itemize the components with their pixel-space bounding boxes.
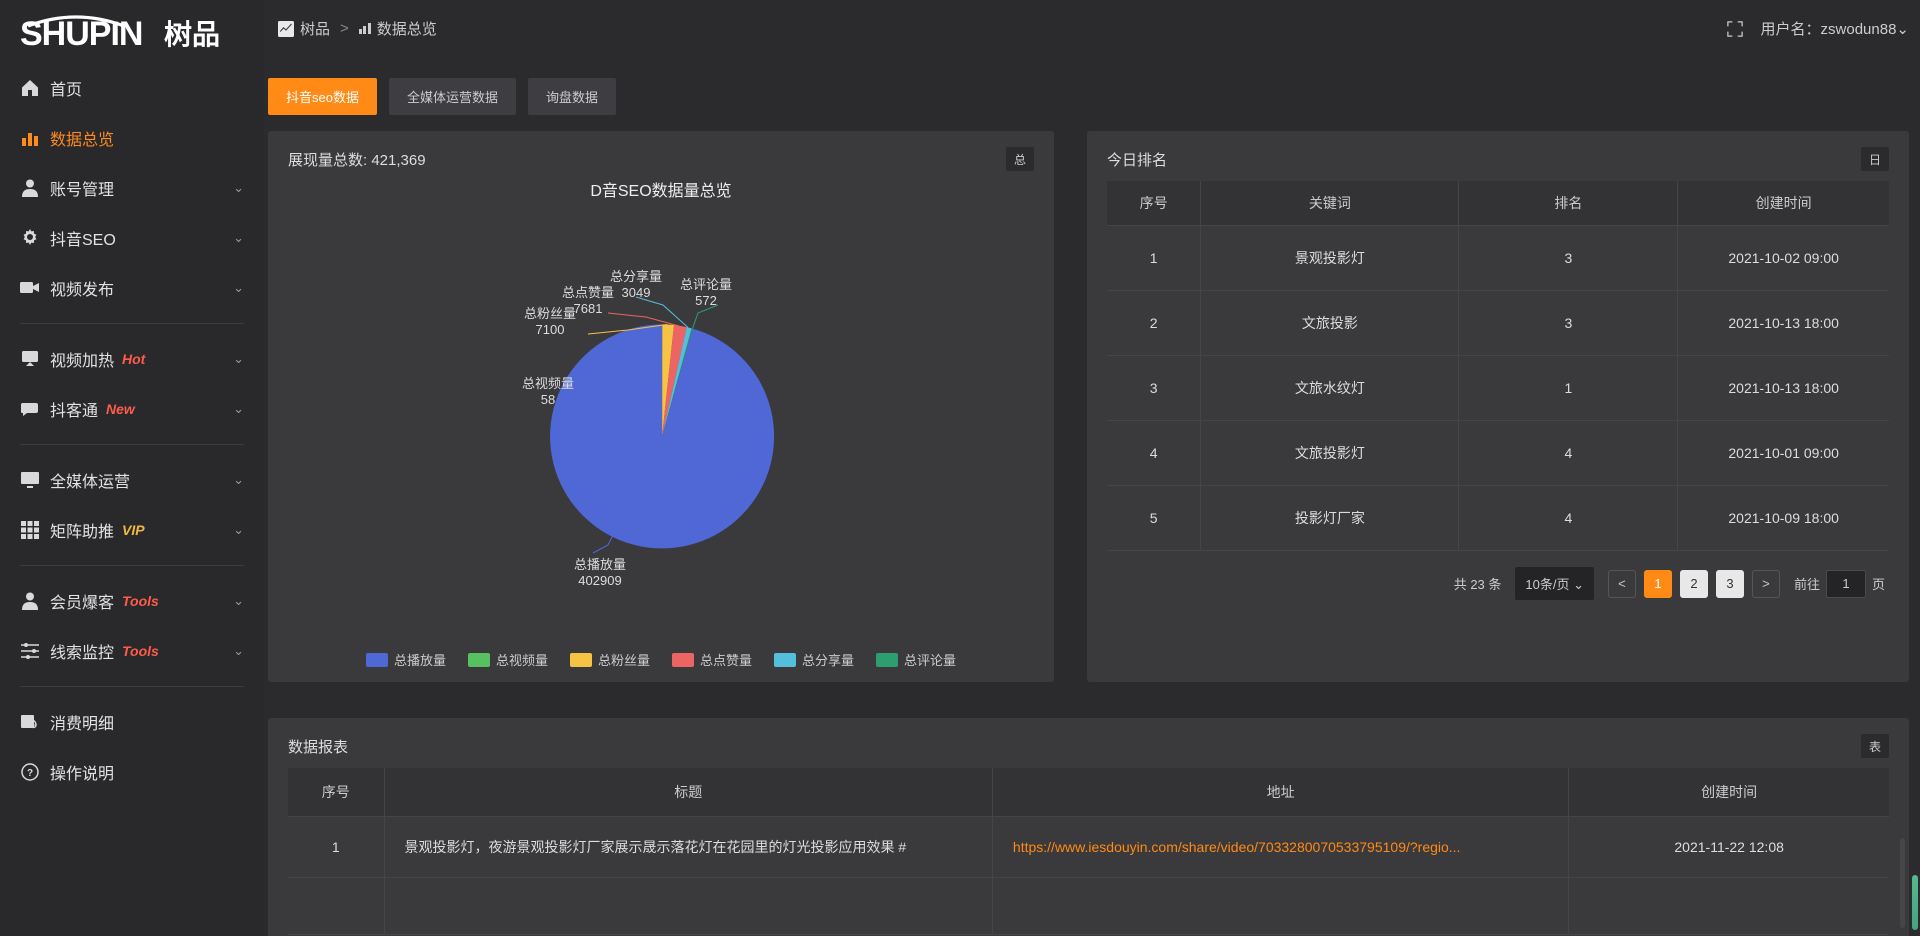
svg-text:总评论量: 总评论量: [680, 277, 732, 292]
svg-text:3049: 3049: [622, 285, 651, 300]
svg-text:7100: 7100: [536, 322, 565, 337]
svg-text:402909: 402909: [578, 573, 621, 588]
svg-text:572: 572: [695, 293, 717, 308]
svg-text:7681: 7681: [574, 301, 603, 316]
svg-text:SHUPIN: SHUPIN: [20, 15, 142, 52]
svg-text:总分享量: 总分享量: [610, 269, 662, 284]
svg-text:总视频量: 总视频量: [522, 376, 574, 391]
svg-text:58: 58: [541, 392, 555, 407]
svg-text:总粉丝量: 总粉丝量: [524, 306, 576, 321]
svg-text:总播放量: 总播放量: [574, 557, 626, 572]
svg-text:树品: 树品: [164, 19, 220, 50]
svg-text:总点赞量: 总点赞量: [562, 285, 614, 300]
svg-text:?: ?: [27, 768, 33, 779]
